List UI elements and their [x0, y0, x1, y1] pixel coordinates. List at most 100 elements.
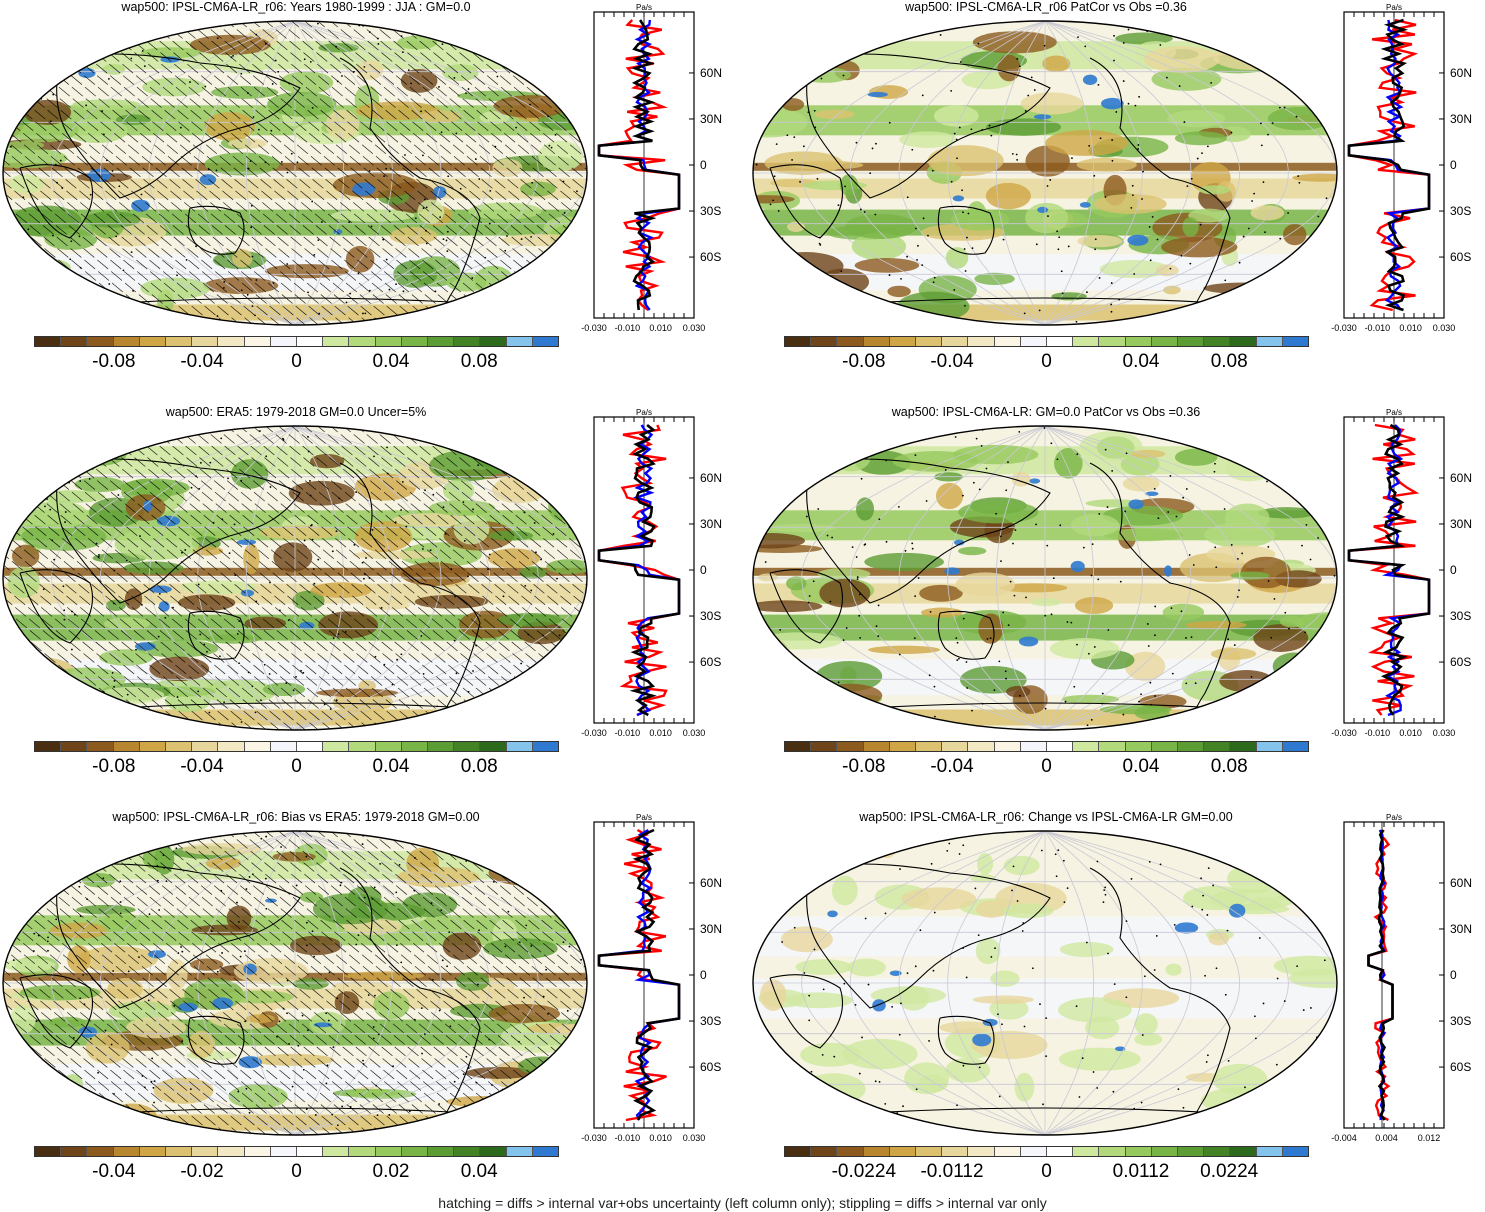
colorbar-swatch [916, 1147, 943, 1156]
colorbar-swatch [863, 337, 890, 346]
hatching-line [417, 426, 587, 730]
stipple-dot [282, 439, 285, 441]
field-blob [753, 269, 767, 282]
stipple-dot [223, 607, 226, 610]
field-blob [3, 478, 21, 502]
stipple-dot [106, 159, 108, 162]
stipple-dot [826, 534, 829, 537]
stipple-dot [930, 862, 933, 865]
stipple-dot [487, 568, 489, 571]
stipple-dot [320, 221, 323, 223]
profile-lat-label: 60N [700, 471, 722, 485]
stipple-dot [327, 1019, 330, 1022]
stipple-dot [858, 614, 861, 617]
stipple-dot [467, 690, 470, 693]
graticule-meridian [197, 426, 296, 730]
stipple-dot [547, 1012, 549, 1015]
colorbar-swatch [1047, 1147, 1074, 1156]
panel-2: wap500: IPSL-CM6A-LR_r06 PatCor vs Obs =… [750, 0, 1485, 400]
colorbar-label: -0.0224 [831, 1161, 897, 1182]
graticule-meridian [1044, 426, 1289, 730]
field-blob [21, 522, 107, 551]
colorbar-label: -0.08 [92, 756, 136, 777]
stipple-dot [998, 1095, 1001, 1098]
field-blob [149, 656, 210, 682]
stipple-dot [1043, 427, 1046, 429]
stipple-dot [1142, 170, 1144, 173]
hatching-line [3, 426, 167, 730]
stipple-dot [130, 251, 133, 254]
stipple-dot [1271, 122, 1274, 125]
stipple-dot [396, 658, 399, 661]
stipple-dot [331, 1113, 334, 1116]
hatching-line [378, 21, 587, 325]
stipple-dot [523, 678, 526, 681]
hatching-line [3, 21, 284, 325]
stipple-dot [817, 508, 820, 510]
stipple-dot [422, 207, 425, 210]
colorbar-swatch [454, 1147, 481, 1156]
panel-1: wap500: IPSL-CM6A-LR_r06: Years 1980-199… [0, 0, 740, 400]
stipple-dot [280, 846, 283, 848]
stipple-dot [529, 433, 532, 436]
field-blob [854, 258, 920, 273]
field-blob [3, 286, 44, 314]
stipple-dot [21, 707, 24, 709]
stipple-dot [113, 679, 116, 682]
field-blob [1134, 1013, 1158, 1036]
stipple-dot [763, 1096, 766, 1099]
stipple-dot [1224, 279, 1227, 282]
world-map [752, 830, 1338, 1136]
stipple-dot [450, 568, 453, 571]
profile-unit: Pa/s [636, 813, 652, 822]
stipple-dot [797, 490, 800, 493]
stipple-dot [813, 426, 816, 428]
stipple-dot [1165, 76, 1168, 79]
stipple-dot [97, 555, 100, 558]
stipple-dot [216, 315, 219, 317]
stipple-dot [46, 940, 49, 943]
stipple-dot [527, 633, 530, 636]
colorbar-swatch [1099, 742, 1126, 751]
stipple-dot [30, 686, 33, 688]
field-blob [211, 85, 279, 99]
stipple-dot [79, 266, 82, 269]
stipple-dot [317, 558, 320, 561]
field-blob [1253, 624, 1309, 652]
stipple-dot [9, 145, 12, 148]
stipple-dot [357, 934, 360, 937]
stipple-dot [843, 982, 846, 985]
stipple-dot [444, 532, 447, 535]
stipple-dot [1190, 177, 1193, 180]
profile-line-mean [1347, 18, 1431, 312]
stipple-dot [115, 450, 118, 452]
stipple-dot [472, 670, 474, 672]
hatching-line [3, 21, 245, 325]
stipple-dot [420, 634, 423, 637]
stipple-dot [1276, 977, 1279, 980]
graticule-meridian [99, 426, 296, 730]
stipple-dot [808, 454, 811, 457]
hatching-line [105, 831, 479, 1135]
graticule-meridian [947, 831, 1046, 1135]
stipple-dot [1267, 133, 1269, 136]
stipple-dot [1214, 462, 1216, 465]
stipple-dot [537, 452, 540, 455]
stipple-dot [1155, 935, 1158, 937]
stipple-dot [339, 884, 342, 887]
stipple-dot [507, 1091, 510, 1093]
stipple-dot [117, 494, 120, 496]
stipple-dot [1206, 914, 1209, 916]
stipple-dot [515, 126, 518, 129]
colorbar-swatch [375, 742, 402, 751]
field-blob [1134, 1032, 1163, 1046]
stipple-dot [1207, 867, 1210, 870]
hatching-line [430, 426, 587, 730]
stipple-dot [119, 880, 122, 883]
stipple-dot [475, 644, 478, 647]
graticule-meridian [1044, 21, 1289, 325]
stipple-dot [110, 1112, 113, 1115]
stipple-dot [132, 840, 135, 843]
field-blob [759, 1077, 810, 1103]
